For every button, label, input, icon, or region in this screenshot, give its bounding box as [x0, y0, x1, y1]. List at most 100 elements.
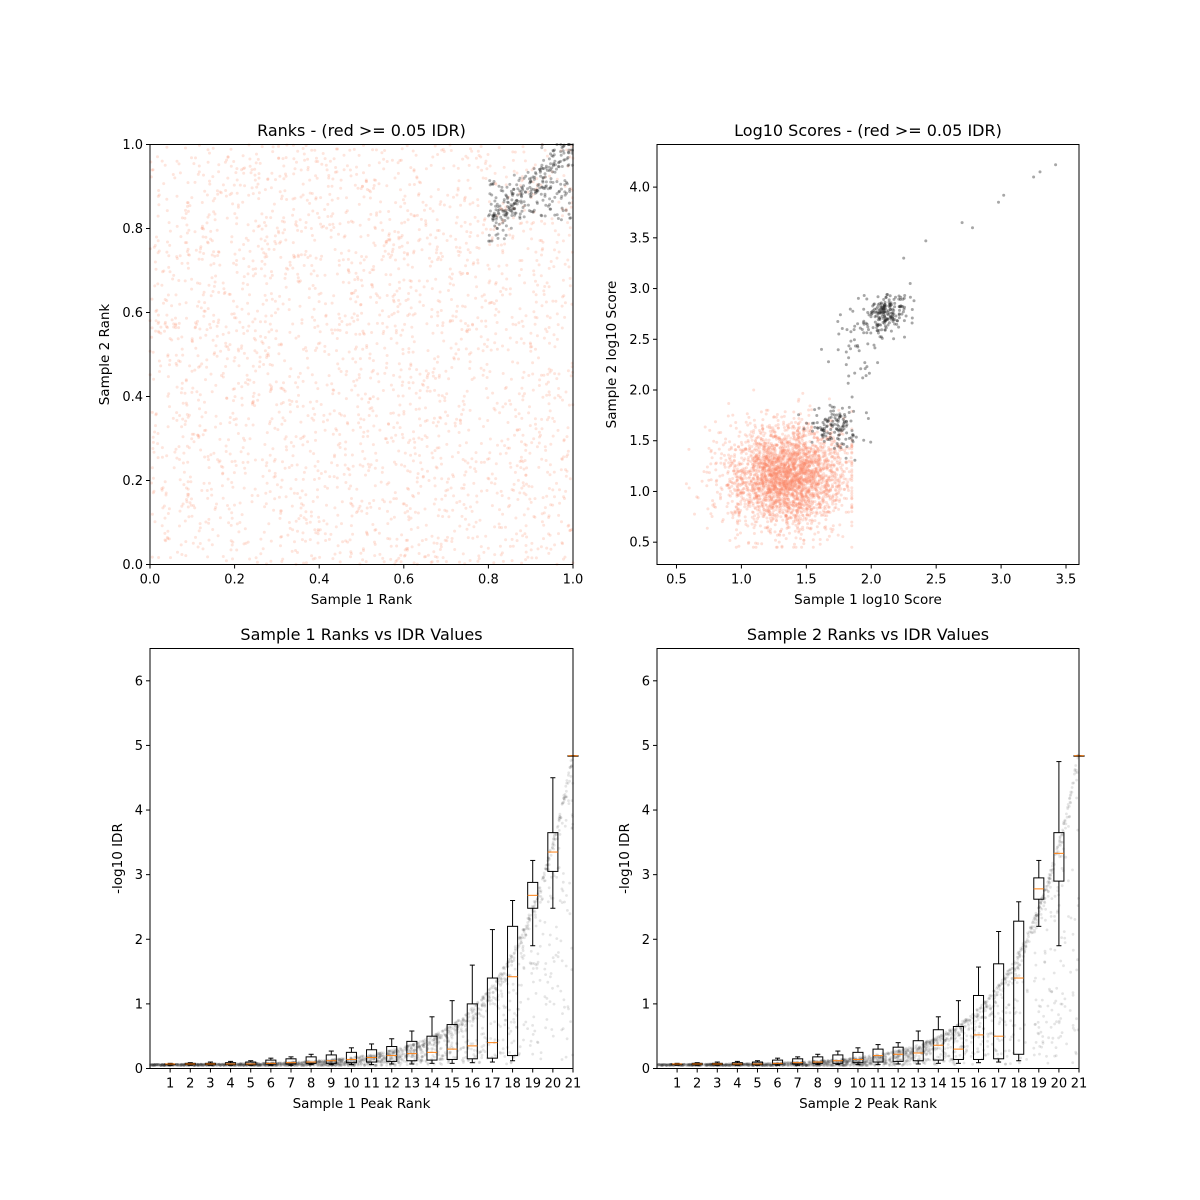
scatter-point: [568, 155, 572, 159]
scatter-point: [202, 309, 206, 313]
scatter-point: [508, 503, 512, 507]
scatter-point: [371, 148, 375, 152]
scatter-point: [464, 329, 468, 333]
scatter-point: [461, 304, 465, 308]
scatter-point: [492, 302, 496, 306]
scatter-point: [221, 472, 225, 476]
scatter-point: [347, 468, 351, 472]
scatter-point: [543, 172, 547, 176]
scatter-point: [259, 237, 263, 241]
scatter-point: [368, 190, 372, 194]
scatter-point: [170, 338, 174, 342]
scatter-point: [735, 494, 739, 498]
scatter-point: [241, 325, 245, 329]
scatter-point: [455, 304, 459, 308]
scatter-point: [775, 413, 779, 416]
scatter-point: [165, 145, 169, 149]
scatter-point: [376, 397, 380, 401]
scatter-point: [178, 302, 182, 306]
scatter-point: [294, 336, 298, 340]
scatter-point: [424, 406, 427, 410]
scatter-point: [262, 363, 266, 366]
scatter-point: [437, 393, 441, 397]
scatter-point: [479, 335, 483, 339]
scatter-point: [527, 484, 531, 488]
scatter-point: [487, 267, 491, 271]
scatter-point: [186, 415, 190, 419]
scatter-point: [358, 357, 362, 361]
scatter-point: [250, 500, 254, 504]
scatter-point: [343, 463, 347, 467]
scatter-point: [561, 398, 564, 402]
scatter-point: [318, 330, 322, 334]
x-tick-label: 0.2: [224, 573, 245, 588]
scatter-point: [323, 273, 327, 277]
scatter-point: [337, 312, 341, 316]
scatter-point: [555, 240, 559, 244]
scatter-point: [207, 481, 211, 485]
scatter-point: [465, 230, 469, 234]
scatter-point: [468, 328, 472, 332]
scatter-point: [408, 279, 412, 283]
scatter-point: [441, 147, 445, 151]
scatter-point: [416, 511, 420, 515]
scatter-point: [357, 202, 361, 206]
scatter-point: [204, 378, 207, 382]
scatter-point: [327, 537, 331, 541]
scatter-point: [474, 460, 478, 464]
scatter-point: [511, 216, 515, 220]
scatter-point: [426, 469, 429, 473]
scatter-point: [265, 255, 269, 259]
scatter-point: [556, 217, 560, 220]
scatter-point: [256, 494, 260, 498]
scatter-point: [273, 240, 277, 243]
scatter-point: [429, 163, 433, 167]
scatter-point: [435, 360, 439, 364]
scatter-point: [789, 436, 793, 440]
scatter-point: [174, 293, 178, 297]
scatter-point: [316, 529, 320, 533]
scatter-point: [721, 473, 725, 477]
scatter-point: [154, 424, 157, 428]
scatter-point: [322, 224, 326, 228]
scatter-point: [850, 479, 854, 482]
scatter-point: [392, 426, 396, 429]
scatter-point: [389, 411, 393, 415]
scatter-point: [831, 485, 835, 489]
scatter-point: [508, 399, 511, 403]
scatter-point: [293, 540, 296, 544]
scatter-point: [178, 414, 182, 417]
scatter-point: [156, 282, 160, 286]
scatter-point: [294, 222, 298, 226]
scatter-point: [351, 428, 355, 432]
scatter-point: [767, 438, 771, 442]
scatter-point: [401, 502, 405, 506]
scatter-point: [435, 466, 439, 470]
scatter-point: [190, 369, 194, 373]
scatter-point: [227, 331, 231, 335]
scatter-point: [251, 267, 255, 271]
scatter-point: [381, 466, 385, 470]
scatter-point: [506, 348, 510, 352]
scatter-point: [219, 191, 223, 195]
scatter-point: [355, 487, 359, 491]
scatter-point: [338, 222, 342, 226]
scatter-point: [269, 559, 273, 563]
scatter-point: [415, 176, 419, 180]
scatter-point: [532, 167, 536, 171]
scatter-point: [525, 220, 529, 224]
scatter-point: [154, 412, 158, 416]
scatter-point: [733, 469, 737, 473]
scatter-point: [540, 219, 544, 223]
scatter-point: [563, 262, 567, 266]
scatter-point: [405, 504, 409, 507]
scatter-point: [257, 197, 261, 201]
scatter-point: [154, 267, 158, 271]
scatter-point: [263, 239, 267, 243]
scatter-point: [569, 374, 573, 378]
scatter-point: [212, 313, 216, 317]
scatter-point: [566, 369, 570, 373]
scatter-point: [399, 333, 403, 337]
scatter-point: [410, 335, 414, 339]
scatter-point: [230, 543, 234, 547]
